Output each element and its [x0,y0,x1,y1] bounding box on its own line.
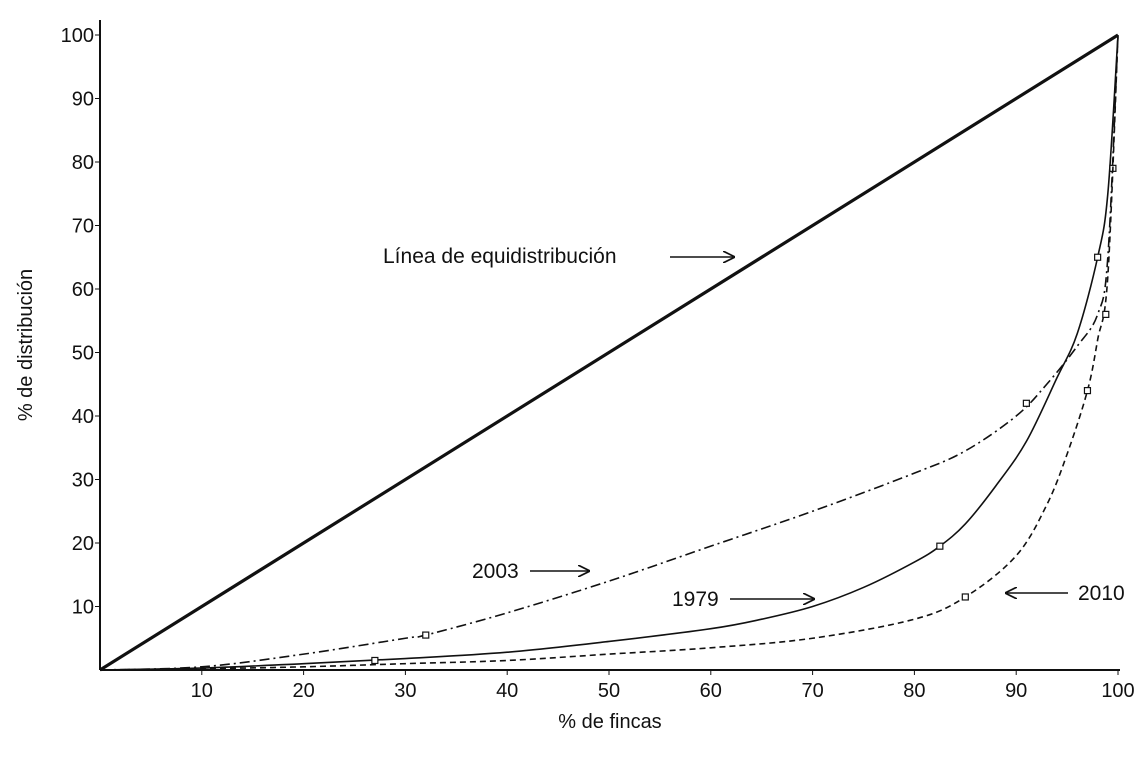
y-axis-label: % de distribución [15,269,37,421]
y-tick-label: 50 [72,343,94,365]
y-tick-label: 10 [72,597,94,619]
x-tick-label: 10 [191,680,213,702]
x-tick-label: 40 [496,680,518,702]
y-tick-label: 100 [61,25,94,47]
series-marker-1979 [372,657,378,663]
x-tick-label: 100 [1101,680,1134,702]
x-tick-labels: 10 20 30 40 50 60 70 80 90 100 [191,670,1135,702]
x-tick-label: 70 [801,680,823,702]
axes [100,20,1120,670]
series-marker-1979 [1095,254,1101,260]
series-marker-2003 [423,632,429,638]
series-marker-1979 [937,543,943,549]
x-axis-label: % de fincas [558,711,661,733]
y-tick-label: 70 [72,216,94,238]
x-tick-label: 20 [292,680,314,702]
x-tick-label: 30 [394,680,416,702]
series-group [100,35,1118,670]
x-tick-label: 80 [903,680,925,702]
annotations: Línea de equidistribución 2003 1979 2010 [383,245,1125,611]
y-tick-label: 80 [72,152,94,174]
y-tick-label: 20 [72,533,94,555]
annotation-1979: 1979 [672,588,719,611]
y-tick-label: 40 [72,406,94,428]
series-line-linea-de-equidistribucion [100,35,1118,670]
annotation-equidistribution: Línea de equidistribución [383,245,617,268]
series-marker-2010 [962,594,968,600]
y-tick-label: 30 [72,470,94,492]
annotation-2003: 2003 [472,560,519,583]
series-marker-2010 [1084,388,1090,394]
x-tick-label: 50 [598,680,620,702]
x-tick-label: 60 [700,680,722,702]
y-tick-labels: 10 20 30 40 50 60 70 80 90 100 [61,25,100,619]
y-tick-label: 60 [72,279,94,301]
series-marker-2003 [1023,400,1029,406]
annotation-2010: 2010 [1078,582,1125,605]
series-marker-2010 [1103,311,1109,317]
y-tick-label: 90 [72,89,94,111]
x-tick-label: 90 [1005,680,1027,702]
